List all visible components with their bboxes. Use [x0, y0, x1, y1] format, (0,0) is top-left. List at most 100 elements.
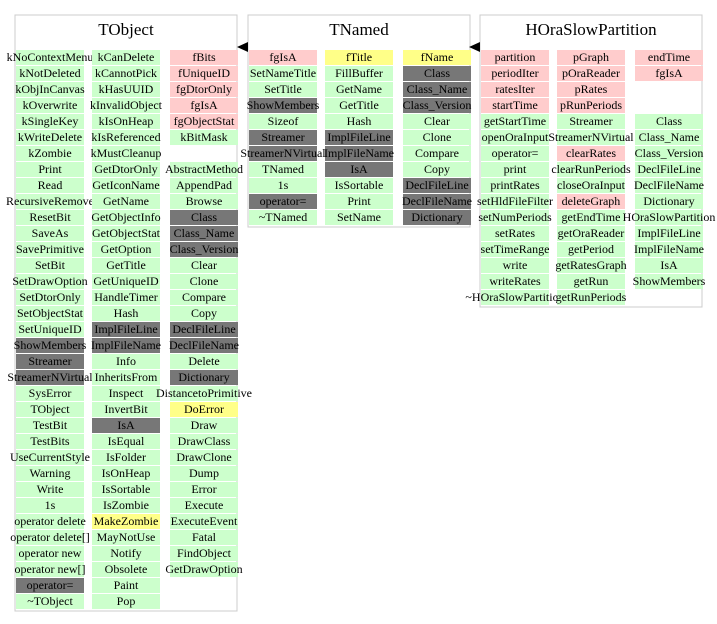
member-label: fgIsA: [269, 50, 297, 64]
member-cell: [16, 98, 84, 113]
member-cell: [170, 194, 238, 209]
inheritance-arrow: [237, 42, 248, 52]
member-label: ResetBit: [29, 210, 71, 224]
member-cell: [16, 82, 84, 97]
member-cell: [170, 82, 238, 97]
member-label: MakeZombie: [94, 514, 159, 528]
member-label: getStartTime: [484, 114, 546, 128]
member-label: Clear: [424, 114, 450, 128]
member-cell: [403, 98, 471, 113]
member-label: closeOraInput: [557, 178, 626, 192]
member-cell: [170, 514, 238, 529]
member-cell: [92, 306, 160, 321]
member-label: Delete: [188, 354, 219, 368]
member-cell: [481, 162, 549, 177]
member-label: getPeriod: [568, 242, 614, 256]
member-label: fgDtorOnly: [176, 82, 232, 96]
member-cell: [16, 370, 84, 385]
member-label: operator delete: [14, 514, 86, 528]
member-cell: [481, 114, 549, 129]
member-cell: [325, 162, 393, 177]
member-cell: [635, 50, 703, 65]
member-cell: [325, 98, 393, 113]
member-label: openOraInput: [482, 130, 549, 144]
member-cell: [325, 194, 393, 209]
member-label: periodIter: [491, 66, 538, 80]
member-label: kIsReferenced: [91, 130, 160, 144]
member-cell: [170, 450, 238, 465]
member-label: ~TObject: [27, 594, 73, 608]
member-cell: [92, 178, 160, 193]
member-label: Class: [424, 66, 450, 80]
member-cell: [16, 66, 84, 81]
member-cell: [325, 146, 393, 161]
member-cell: [403, 162, 471, 177]
member-cell: [635, 210, 703, 225]
member-cell: [16, 306, 84, 321]
member-cell: [557, 258, 625, 273]
member-cell: [170, 130, 238, 145]
member-label: fgIsA: [655, 66, 683, 80]
member-label: printRates: [490, 178, 540, 192]
member-label: Class: [656, 114, 682, 128]
member-label: Fatal: [192, 530, 217, 544]
member-label: fTitle: [346, 50, 372, 64]
member-label: Class_Version: [170, 242, 239, 256]
member-cell: [170, 546, 238, 561]
member-label: Compare: [182, 290, 226, 304]
member-cell: [170, 322, 238, 337]
member-label: GetObjectInfo: [91, 210, 160, 224]
member-cell: [16, 402, 84, 417]
member-label: ImplFileName: [91, 338, 161, 352]
member-label: Pop: [117, 594, 136, 608]
member-label: kSingleKey: [22, 114, 79, 128]
member-label: Hash: [114, 306, 139, 320]
member-cell: [481, 178, 549, 193]
member-cell: [92, 514, 160, 529]
member-cell: [481, 226, 549, 241]
member-cell: [557, 114, 625, 129]
member-label: partition: [495, 50, 536, 64]
inheritance-arrow: [469, 42, 480, 52]
member-cell: [249, 130, 317, 145]
member-label: Read: [38, 178, 63, 192]
member-label: IsA: [117, 418, 135, 432]
member-label: GetDrawOption: [165, 562, 242, 576]
member-label: TestBits: [30, 434, 69, 448]
member-cell: [92, 562, 160, 577]
member-label: getRatesGraph: [555, 258, 626, 272]
member-cell: [170, 306, 238, 321]
member-label: operator new: [19, 546, 82, 560]
member-label: InheritsFrom: [95, 370, 158, 384]
member-cell: [92, 226, 160, 241]
class-title: TObject: [98, 20, 154, 39]
member-label: Print: [347, 194, 371, 208]
member-cell: [170, 482, 238, 497]
member-cell: [170, 562, 238, 577]
member-cell: [170, 290, 238, 305]
member-cell: [481, 242, 549, 257]
member-cell: [16, 418, 84, 433]
member-cell: [481, 258, 549, 273]
member-label: IsOnHeap: [102, 466, 151, 480]
member-cell: [16, 498, 84, 513]
member-cell: [170, 274, 238, 289]
member-label: Class: [191, 210, 217, 224]
member-cell: [16, 466, 84, 481]
member-cell: [170, 98, 238, 113]
member-cell: [170, 498, 238, 513]
member-cell: [92, 114, 160, 129]
member-label: Compare: [415, 146, 459, 160]
member-label: startTime: [492, 98, 538, 112]
member-label: DrawClass: [178, 434, 231, 448]
member-cell: [16, 210, 84, 225]
member-label: ImplFileLine: [637, 226, 700, 240]
member-cell: [92, 146, 160, 161]
member-cell: [170, 434, 238, 449]
member-label: kMustCleanup: [91, 146, 162, 160]
member-cell: [481, 66, 549, 81]
member-cell: [16, 562, 84, 577]
member-cell: [403, 194, 471, 209]
member-label: pRates: [575, 82, 608, 96]
member-label: IsSortable: [102, 482, 151, 496]
